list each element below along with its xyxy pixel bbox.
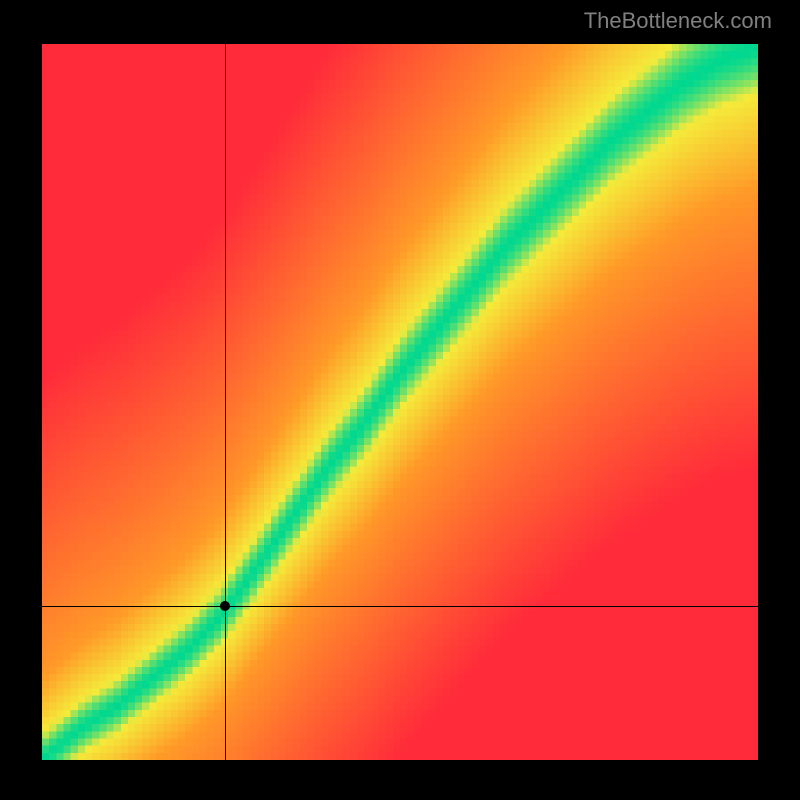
heatmap-plot xyxy=(42,44,758,760)
crosshair-marker xyxy=(220,601,230,611)
crosshair-horizontal xyxy=(42,606,758,607)
attribution-text: TheBottleneck.com xyxy=(584,8,772,34)
heatmap-canvas xyxy=(42,44,758,760)
crosshair-vertical xyxy=(225,44,226,760)
